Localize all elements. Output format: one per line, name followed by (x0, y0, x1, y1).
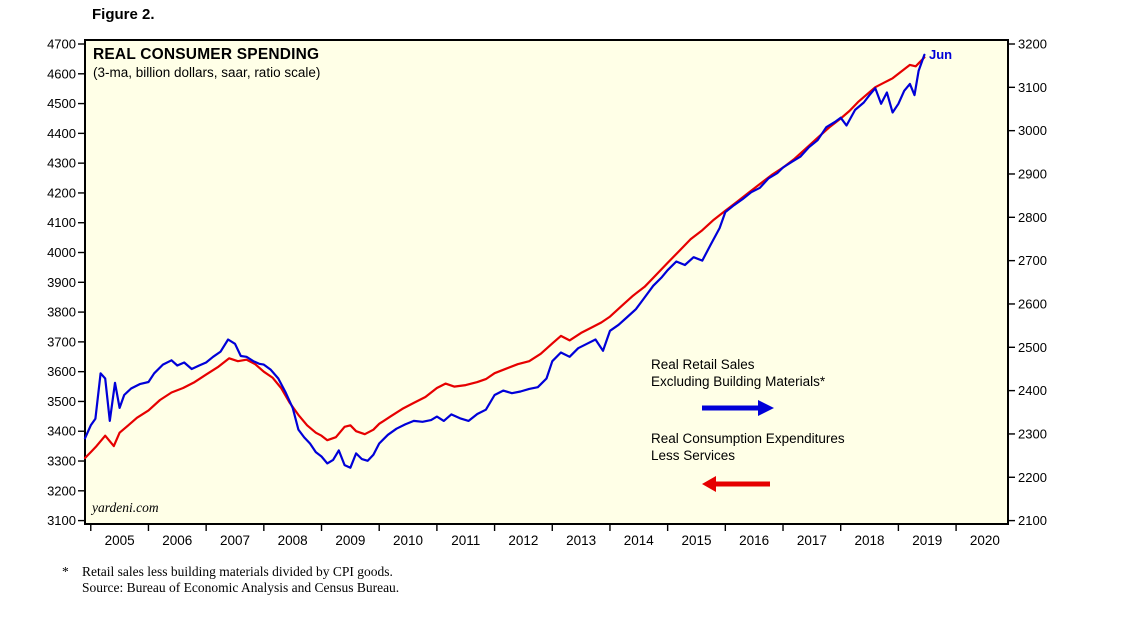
right-axis-tick-label: 2800 (1018, 210, 1047, 225)
footnote-asterisk: * (62, 564, 69, 579)
left-axis-tick-label: 3500 (47, 394, 76, 409)
left-axis-tick-label: 3600 (47, 364, 76, 379)
x-axis-year-label: 2013 (566, 533, 596, 548)
chart-title: REAL CONSUMER SPENDING (93, 46, 320, 63)
retail-legend-arrowhead (758, 400, 774, 416)
figure-label: Figure 2. (92, 6, 155, 23)
left-axis-tick-label: 4100 (47, 215, 76, 230)
x-axis-year-label: 2016 (739, 533, 769, 548)
left-axis-tick-label: 3300 (47, 454, 76, 469)
legend-consumption-line2: Less Services (651, 448, 736, 463)
right-axis-tick-label: 2200 (1018, 470, 1047, 485)
right-axis-tick-label: 3000 (1018, 123, 1047, 138)
legend-consumption: Real Consumption Expenditures Less Servi… (651, 430, 845, 464)
x-axis-year-label: 2009 (335, 533, 365, 548)
right-axis-tick-label: 2100 (1018, 513, 1047, 528)
series-end-label-jun: Jun (929, 47, 953, 62)
right-axis-tick-label: 2400 (1018, 383, 1047, 398)
left-axis-tick-label: 3700 (47, 334, 76, 349)
x-axis-year-label: 2019 (912, 533, 942, 548)
left-axis-tick-label: 4300 (47, 156, 76, 171)
footnote: Retail sales less building materials div… (82, 564, 399, 596)
left-axis-tick-label: 4700 (47, 37, 76, 52)
x-axis-year-label: 2012 (508, 533, 538, 548)
right-axis-tick-label: 3200 (1018, 37, 1047, 52)
left-axis-tick-label: 4000 (47, 245, 76, 260)
footnote-line1: Retail sales less building materials div… (82, 564, 393, 579)
legend-retail-line2: Excluding Building Materials* (651, 374, 826, 389)
series-line-real-retail-sales-excluding-building-materials (83, 53, 926, 469)
x-axis-year-label: 2014 (624, 533, 655, 548)
left-axis-tick-label: 4600 (47, 66, 76, 81)
legend-retail-sales: Real Retail Sales Excluding Building Mat… (651, 356, 825, 390)
x-axis-year-label: 2020 (970, 533, 1000, 548)
right-axis-tick-label: 2300 (1018, 426, 1047, 441)
legend-consumption-line1: Real Consumption Expenditures (651, 431, 845, 446)
consumption-legend-arrowhead (702, 476, 716, 492)
right-axis-tick-label: 2900 (1018, 166, 1047, 181)
left-axis-tick-label: 3200 (47, 483, 76, 498)
left-axis-tick-label: 3100 (47, 513, 76, 528)
x-axis-year-label: 2015 (681, 533, 711, 548)
left-axis-tick-label: 4400 (47, 126, 76, 141)
legend-retail-line1: Real Retail Sales (651, 357, 755, 372)
left-axis-tick-label: 3800 (47, 305, 76, 320)
left-axis-tick-label: 3400 (47, 424, 76, 439)
x-axis-year-label: 2005 (105, 533, 135, 548)
x-axis-year-label: 2007 (220, 533, 250, 548)
plot-area (84, 39, 1009, 525)
footnote-line2: Source: Bureau of Economic Analysis and … (82, 580, 400, 595)
x-axis-year-label: 2018 (855, 533, 885, 548)
x-axis-year-label: 2008 (278, 533, 308, 548)
right-axis-tick-label: 2600 (1018, 296, 1047, 311)
x-axis-year-label: 2017 (797, 533, 827, 548)
right-axis-tick-label: 2500 (1018, 340, 1047, 355)
x-axis-year-label: 2011 (451, 533, 480, 548)
yardeni-watermark: yardeni.com (92, 500, 159, 515)
series-line-real-consumption-expenditures-less-services (83, 56, 926, 460)
x-axis-year-label: 2010 (393, 533, 423, 548)
left-axis-tick-label: 3900 (47, 275, 76, 290)
left-axis-tick-label: 4500 (47, 96, 76, 111)
right-axis-tick-label: 2700 (1018, 253, 1047, 268)
x-axis-year-label: 2006 (162, 533, 192, 548)
chart-subtitle: (3-ma, billion dollars, saar, ratio scal… (93, 65, 321, 80)
left-axis-tick-label: 4200 (47, 185, 76, 200)
right-axis-tick-label: 3100 (1018, 80, 1047, 95)
